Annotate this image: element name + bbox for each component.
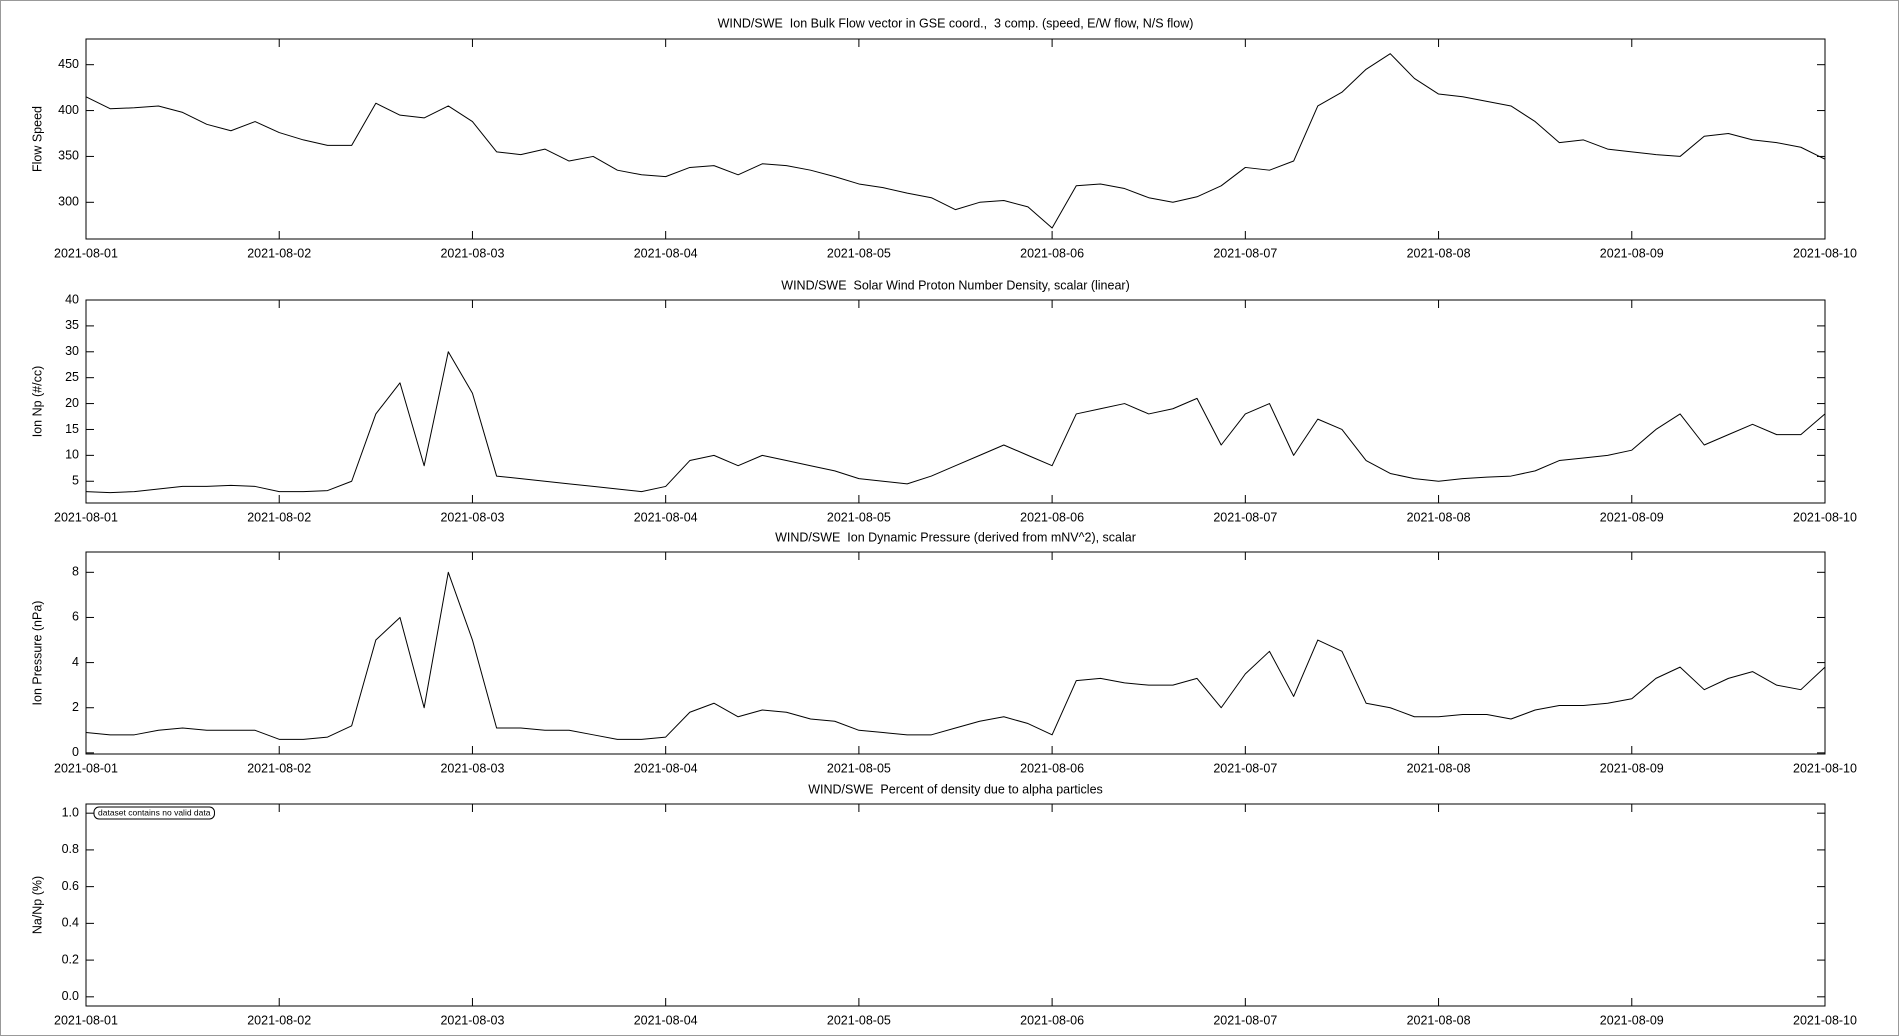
x-tick-label: 2021-08-06 (1020, 761, 1084, 775)
x-tick-label: 2021-08-03 (440, 246, 504, 260)
panel-title: WIND/SWE Ion Bulk Flow vector in GSE coo… (718, 16, 1194, 30)
y-tick-label: 25 (65, 370, 79, 384)
panel: WIND/SWE Ion Dynamic Pressure (derived f… (30, 530, 1857, 775)
x-tick-label: 2021-08-04 (634, 246, 698, 260)
y-tick-label: 450 (58, 57, 79, 71)
x-tick-label: 2021-08-06 (1020, 510, 1084, 524)
x-tick-label: 2021-08-01 (54, 510, 118, 524)
panel-title: WIND/SWE Percent of density due to alpha… (808, 782, 1103, 796)
y-tick-label: 1.0 (62, 805, 79, 819)
x-tick-label: 2021-08-09 (1600, 1013, 1664, 1027)
x-tick-label: 2021-08-04 (634, 761, 698, 775)
y-axis-label: Na/Np (%) (30, 876, 44, 934)
plot-frame (85, 299, 1826, 504)
x-tick-label: 2021-08-01 (54, 761, 118, 775)
x-tick-label: 2021-08-03 (440, 1013, 504, 1027)
y-tick-label: 300 (58, 195, 79, 209)
x-tick-label: 2021-08-03 (440, 761, 504, 775)
y-tick-label: 0.6 (62, 879, 79, 893)
y-tick-label: 0.4 (62, 916, 79, 930)
y-tick-label: 8 (72, 565, 79, 579)
x-tick-label: 2021-08-10 (1793, 246, 1857, 260)
panel: WIND/SWE Solar Wind Proton Number Densit… (30, 278, 1857, 524)
x-tick-label: 2021-08-07 (1213, 1013, 1277, 1027)
x-tick-label: 2021-08-04 (634, 1013, 698, 1027)
y-tick-label: 0.2 (62, 952, 79, 966)
y-tick-label: 20 (65, 396, 79, 410)
x-tick-label: 2021-08-06 (1020, 1013, 1084, 1027)
y-tick-label: 2 (72, 700, 79, 714)
x-tick-label: 2021-08-10 (1793, 510, 1857, 524)
x-tick-label: 2021-08-01 (54, 1013, 118, 1027)
y-tick-label: 30 (65, 344, 79, 358)
x-tick-label: 2021-08-04 (634, 510, 698, 524)
y-tick-label: 6 (72, 610, 79, 624)
y-axis-label: Ion Np (#/cc) (30, 366, 44, 438)
x-tick-label: 2021-08-05 (827, 1013, 891, 1027)
x-tick-label: 2021-08-08 (1407, 1013, 1471, 1027)
x-tick-label: 2021-08-05 (827, 510, 891, 524)
x-tick-label: 2021-08-08 (1407, 246, 1471, 260)
y-tick-label: 35 (65, 318, 79, 332)
x-tick-label: 2021-08-10 (1793, 1013, 1857, 1027)
y-axis-label: Flow Speed (30, 106, 44, 172)
x-tick-label: 2021-08-09 (1600, 510, 1664, 524)
data-line (85, 351, 1826, 494)
x-tick-label: 2021-08-05 (827, 761, 891, 775)
x-tick-label: 2021-08-08 (1407, 761, 1471, 775)
y-tick-label: 0 (72, 745, 79, 759)
panel-title: WIND/SWE Ion Dynamic Pressure (derived f… (775, 530, 1136, 544)
panel: WIND/SWE Percent of density due to alpha… (30, 782, 1857, 1027)
x-tick-label: 2021-08-02 (247, 510, 311, 524)
plot-frame (85, 551, 1826, 755)
x-tick-label: 2021-08-05 (827, 246, 891, 260)
plot-frame (85, 38, 1826, 240)
data-line (85, 53, 1826, 229)
x-tick-label: 2021-08-08 (1407, 510, 1471, 524)
x-tick-label: 2021-08-06 (1020, 246, 1084, 260)
data-line (85, 571, 1826, 740)
x-tick-label: 2021-08-07 (1213, 246, 1277, 260)
x-tick-label: 2021-08-10 (1793, 761, 1857, 775)
y-axis-label: Ion Pressure (nPa) (30, 601, 44, 706)
panel-title: WIND/SWE Solar Wind Proton Number Densit… (781, 278, 1129, 292)
plot-frame (85, 803, 1826, 1007)
x-tick-label: 2021-08-03 (440, 510, 504, 524)
y-tick-label: 350 (58, 149, 79, 163)
y-tick-label: 4 (72, 655, 79, 669)
y-tick-label: 400 (58, 103, 79, 117)
annotation-box (93, 806, 215, 820)
x-tick-label: 2021-08-09 (1600, 761, 1664, 775)
x-tick-label: 2021-08-01 (54, 246, 118, 260)
y-tick-label: 0.8 (62, 842, 79, 856)
y-tick-label: 10 (65, 448, 79, 462)
x-tick-label: 2021-08-07 (1213, 761, 1277, 775)
y-tick-label: 5 (72, 474, 79, 488)
x-tick-label: 2021-08-09 (1600, 246, 1664, 260)
y-tick-label: 15 (65, 422, 79, 436)
x-tick-label: 2021-08-02 (247, 246, 311, 260)
x-tick-label: 2021-08-02 (247, 761, 311, 775)
panel: WIND/SWE Ion Bulk Flow vector in GSE coo… (30, 16, 1857, 260)
y-tick-label: 0.0 (62, 989, 79, 1003)
y-tick-label: 40 (65, 292, 79, 306)
x-tick-label: 2021-08-02 (247, 1013, 311, 1027)
x-tick-label: 2021-08-07 (1213, 510, 1277, 524)
annotation: dataset contains no valid data (98, 807, 211, 817)
